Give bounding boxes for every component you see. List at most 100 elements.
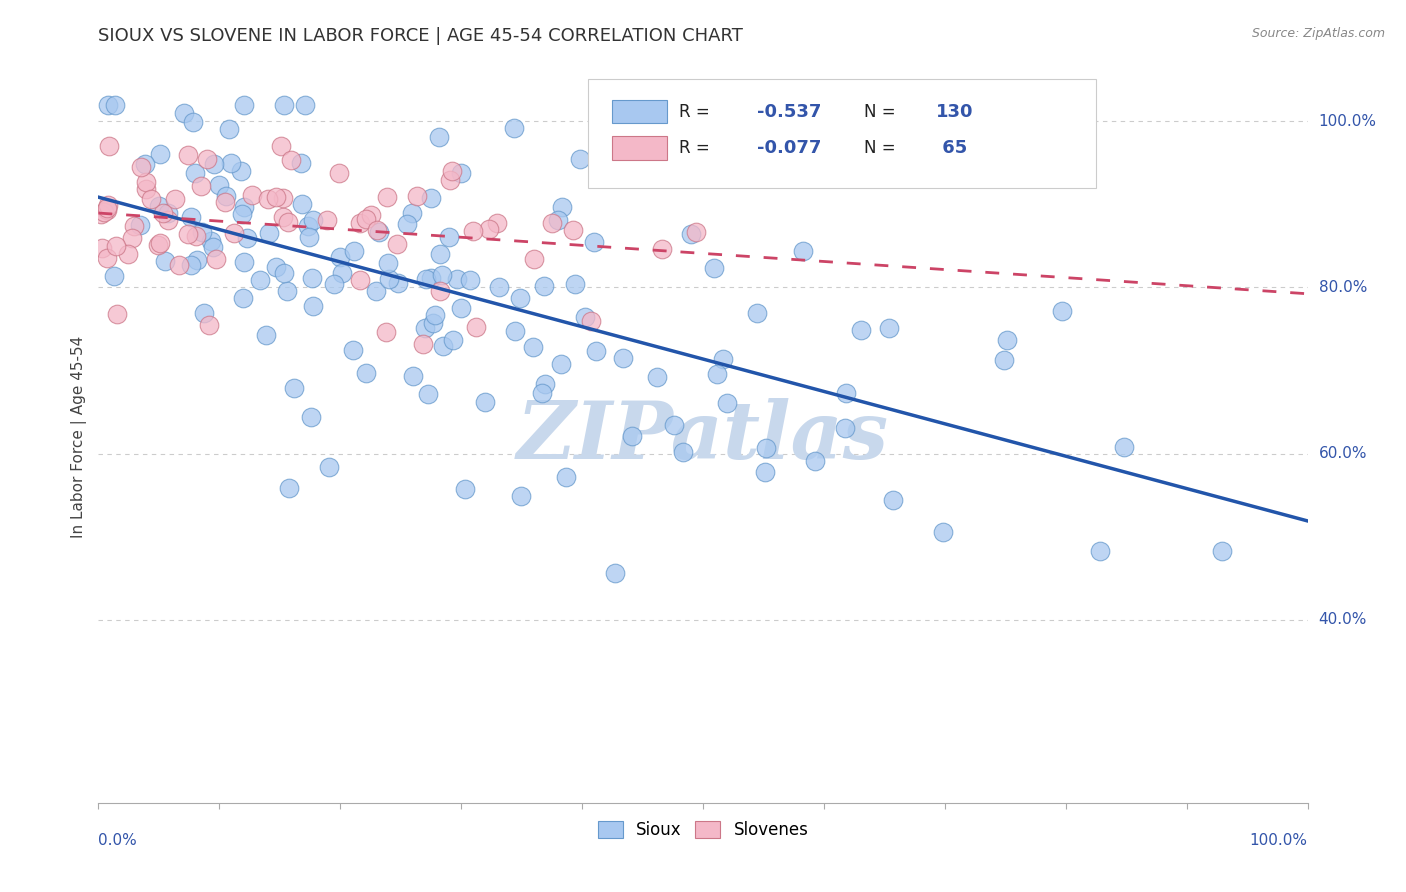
Point xyxy=(441,164,464,178)
Point xyxy=(441,333,464,347)
Point xyxy=(427,129,450,144)
Point xyxy=(273,97,295,112)
Point xyxy=(585,343,607,358)
Point xyxy=(533,279,555,293)
Point xyxy=(437,230,460,244)
Point xyxy=(662,418,685,433)
Point xyxy=(200,234,222,248)
Point xyxy=(322,277,344,291)
Point xyxy=(278,481,301,495)
Point xyxy=(297,219,319,234)
Point xyxy=(932,524,955,539)
Text: 40.0%: 40.0% xyxy=(1319,613,1367,627)
Point xyxy=(685,225,707,239)
Point xyxy=(703,261,725,276)
Point xyxy=(315,213,337,227)
Point xyxy=(1112,440,1135,454)
Point xyxy=(375,189,398,203)
Point xyxy=(360,208,382,222)
Point xyxy=(422,316,444,330)
Point xyxy=(1211,543,1233,558)
Point xyxy=(97,198,120,212)
Point xyxy=(755,441,778,455)
Point xyxy=(97,139,120,153)
Point xyxy=(270,139,292,153)
Point xyxy=(366,222,388,236)
Point xyxy=(446,272,468,286)
Point xyxy=(716,395,738,409)
Point xyxy=(343,244,366,258)
Point xyxy=(395,217,418,231)
Point xyxy=(349,273,371,287)
Point xyxy=(458,273,481,287)
Text: -0.077: -0.077 xyxy=(758,139,821,157)
Point xyxy=(156,206,179,220)
Point xyxy=(249,273,271,287)
Point xyxy=(176,147,198,161)
Point xyxy=(181,115,204,129)
Text: 100.0%: 100.0% xyxy=(1250,833,1308,848)
Point xyxy=(218,121,240,136)
Point xyxy=(377,255,399,269)
Point xyxy=(257,192,280,206)
Point xyxy=(450,166,472,180)
Point xyxy=(302,212,325,227)
Point xyxy=(432,339,454,353)
Point xyxy=(354,366,377,380)
Point xyxy=(401,205,423,219)
Point xyxy=(612,351,634,365)
Point xyxy=(474,394,496,409)
Point xyxy=(191,225,214,239)
Point xyxy=(711,352,734,367)
Point xyxy=(283,381,305,395)
Point xyxy=(413,321,436,335)
Point xyxy=(202,157,225,171)
Point xyxy=(463,224,485,238)
Point xyxy=(522,340,544,354)
Point xyxy=(103,268,125,283)
Point xyxy=(229,164,252,178)
Point xyxy=(510,489,533,503)
Point xyxy=(1090,544,1112,558)
Point xyxy=(167,259,190,273)
Point xyxy=(503,324,526,338)
Point xyxy=(530,385,553,400)
Point xyxy=(277,215,299,229)
Point xyxy=(330,267,353,281)
Y-axis label: In Labor Force | Age 45-54: In Labor Force | Age 45-54 xyxy=(72,336,87,538)
Point xyxy=(291,197,314,211)
Text: 100.0%: 100.0% xyxy=(1319,114,1376,128)
Point xyxy=(349,216,371,230)
Point xyxy=(582,235,605,249)
Point xyxy=(574,310,596,324)
Point xyxy=(152,205,174,219)
Point xyxy=(90,206,112,220)
Point xyxy=(329,250,352,264)
Point xyxy=(186,229,208,244)
Point xyxy=(450,301,472,315)
Point xyxy=(231,207,253,221)
Point xyxy=(299,410,322,425)
Point xyxy=(214,194,236,209)
Point xyxy=(562,223,585,237)
Point xyxy=(129,160,152,174)
Point xyxy=(257,226,280,240)
Point xyxy=(96,251,118,265)
Point xyxy=(93,205,115,219)
Point xyxy=(290,156,312,170)
Point xyxy=(342,343,364,357)
Point xyxy=(193,306,215,320)
Point xyxy=(104,97,127,112)
Point xyxy=(645,369,668,384)
Point xyxy=(387,236,409,251)
Point xyxy=(415,272,437,286)
Point xyxy=(190,179,212,194)
Text: SIOUX VS SLOVENE IN LABOR FORCE | AGE 45-54 CORRELATION CHART: SIOUX VS SLOVENE IN LABOR FORCE | AGE 45… xyxy=(98,27,744,45)
Point xyxy=(163,193,186,207)
Legend: Sioux, Slovenes: Sioux, Slovenes xyxy=(591,814,815,846)
Point xyxy=(429,284,451,298)
Text: 60.0%: 60.0% xyxy=(1319,446,1367,461)
Point xyxy=(387,277,409,291)
Point xyxy=(254,328,277,343)
Point xyxy=(298,230,321,244)
